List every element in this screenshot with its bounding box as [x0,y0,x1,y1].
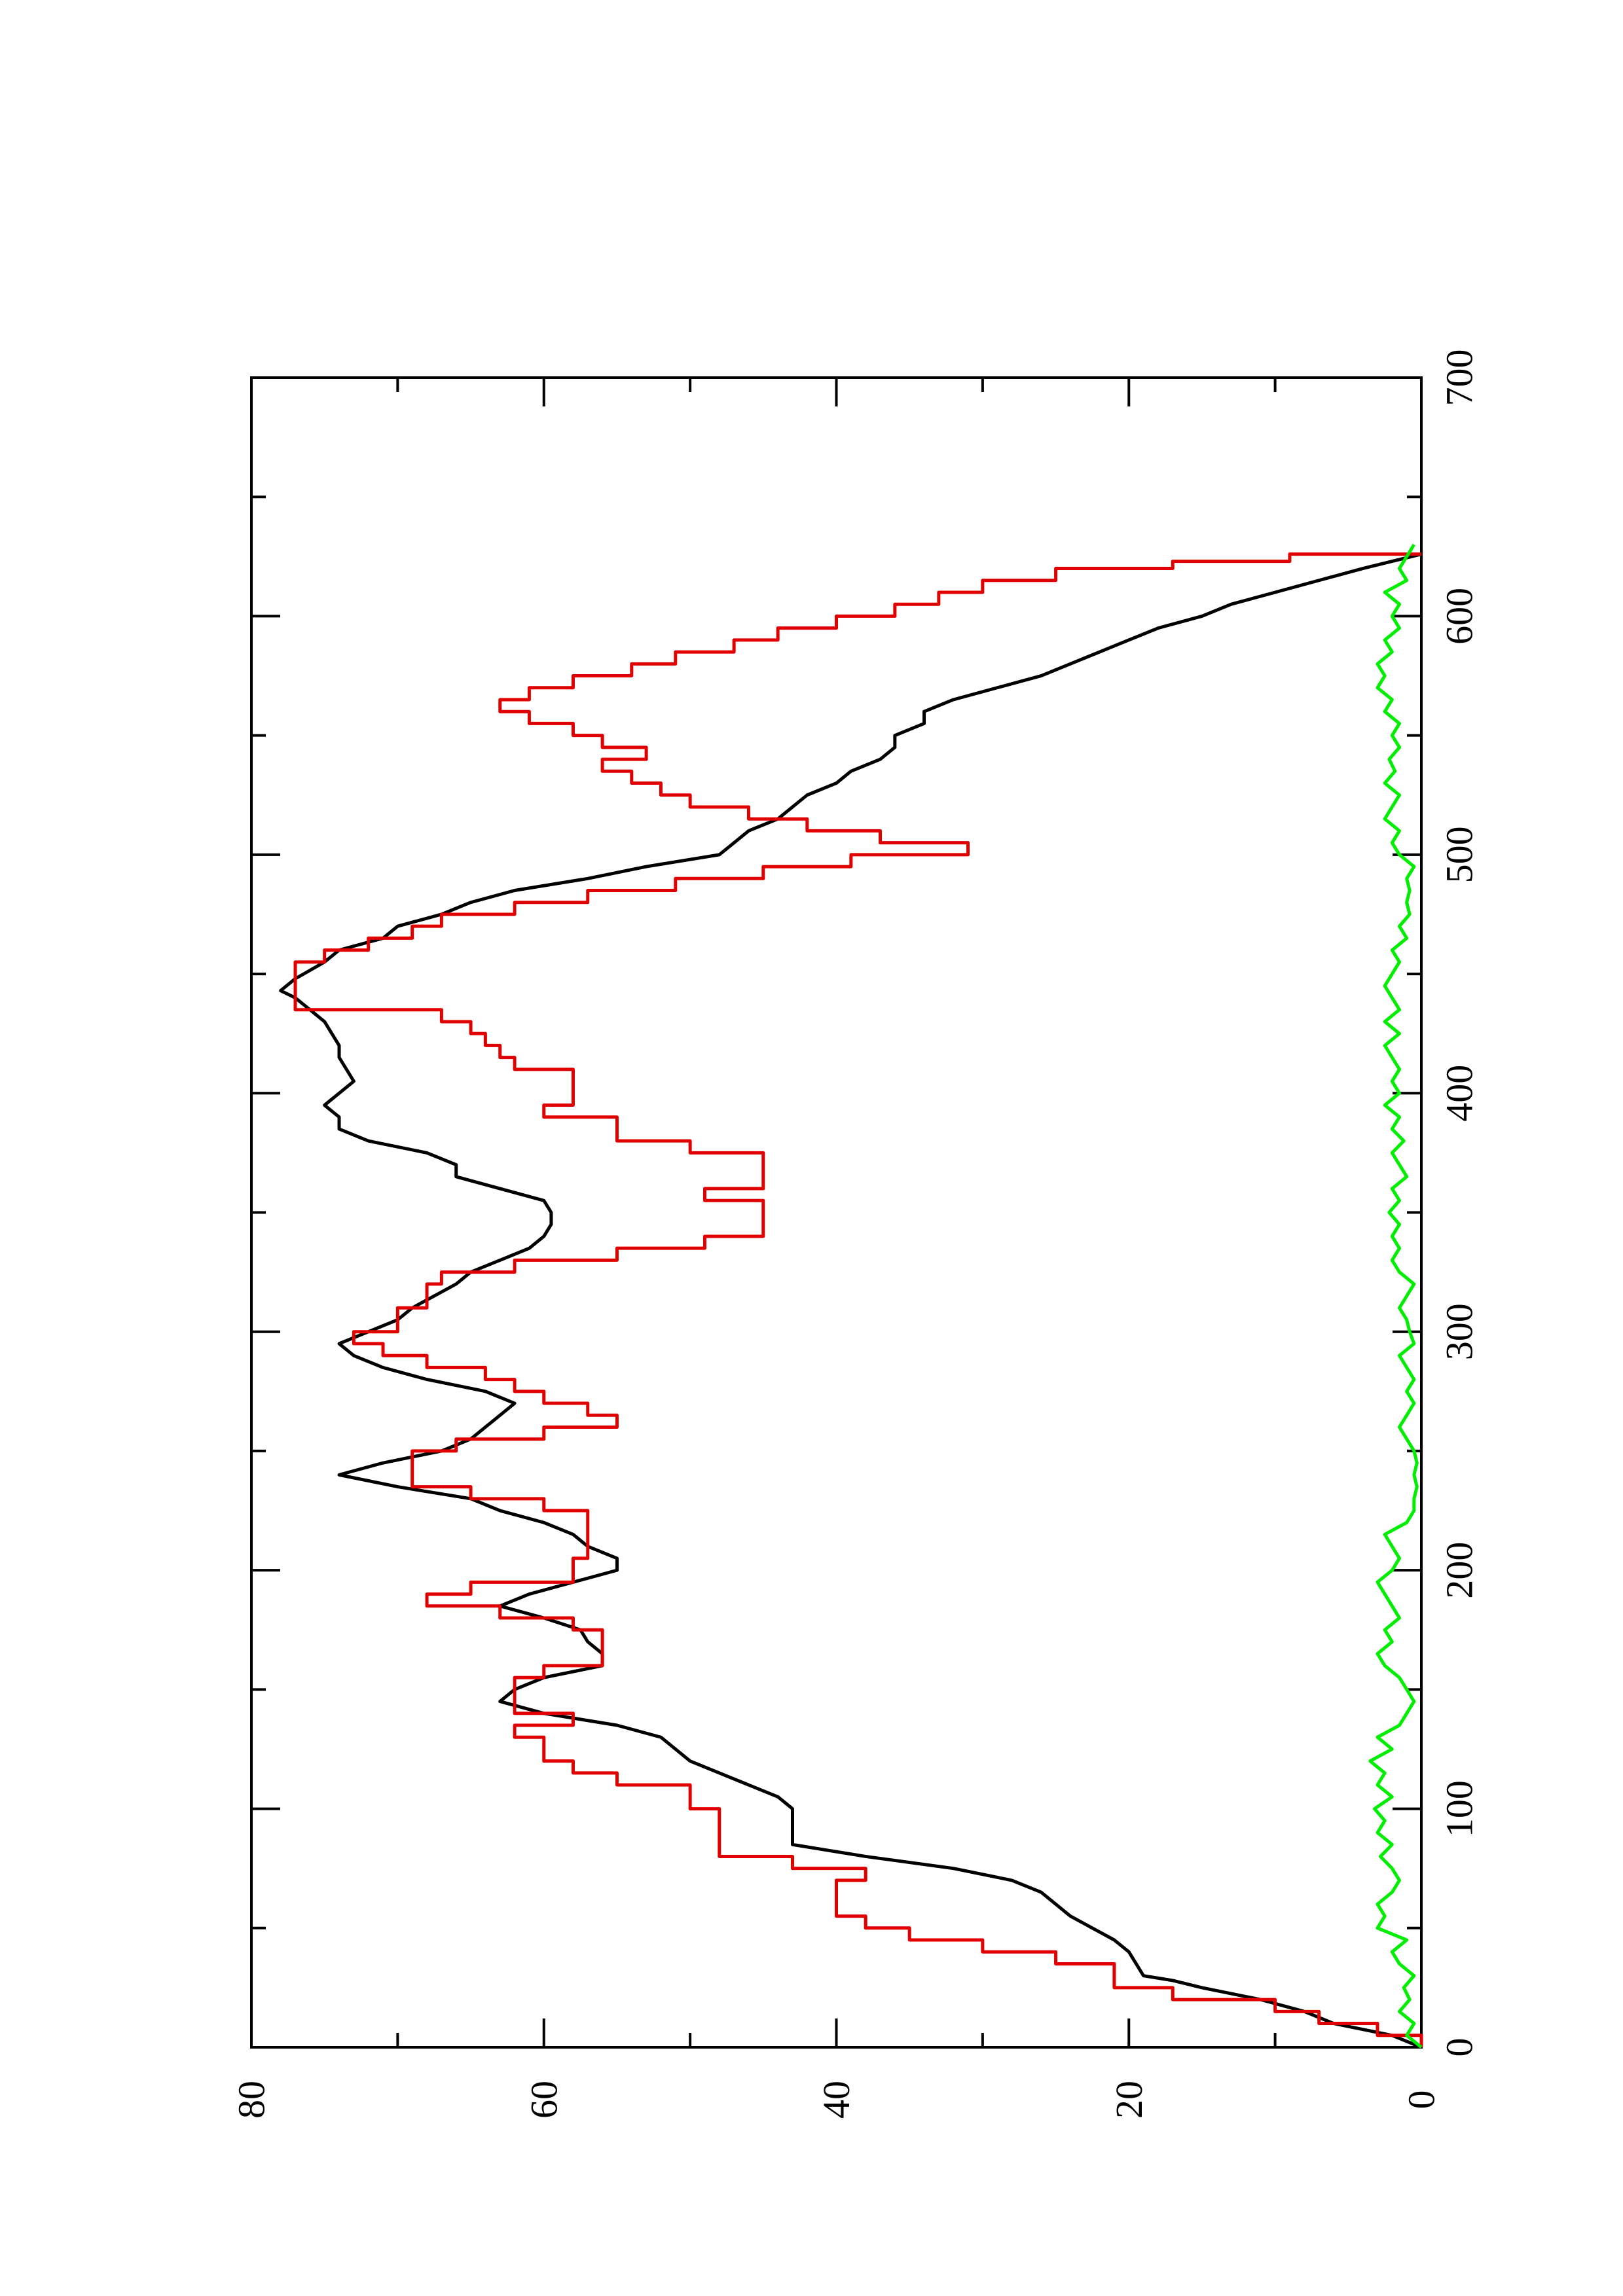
y-tick-label: 80 [230,2081,273,2119]
x-tick-label: 500 [1438,826,1481,883]
x-tick-label: 700 [1438,350,1481,406]
series-line-3 [1368,543,1423,2049]
x-tick-label: 300 [1438,1303,1481,1360]
x-tick-label: 600 [1438,588,1481,645]
data-series [279,543,1423,2049]
x-tick-label: 400 [1438,1065,1481,1122]
y-tick-label: 40 [815,2081,858,2119]
series-line-2 [293,552,1423,2047]
x-tick-label: 200 [1438,1542,1481,1599]
y-tick-label: 20 [1108,2081,1150,2119]
y-tick-label: 0 [1400,2090,1443,2109]
x-tick-label: 0 [1438,2038,1481,2057]
x-tick-label: 100 [1438,1780,1481,1837]
y-tick-label: 60 [522,2081,565,2119]
axis-tick-labels: 0 100 200 300 400 500 600 700 0 20 40 60 80 [230,350,1481,2119]
series-line-1 [279,552,1422,2049]
axis-ticks [250,376,1423,2049]
